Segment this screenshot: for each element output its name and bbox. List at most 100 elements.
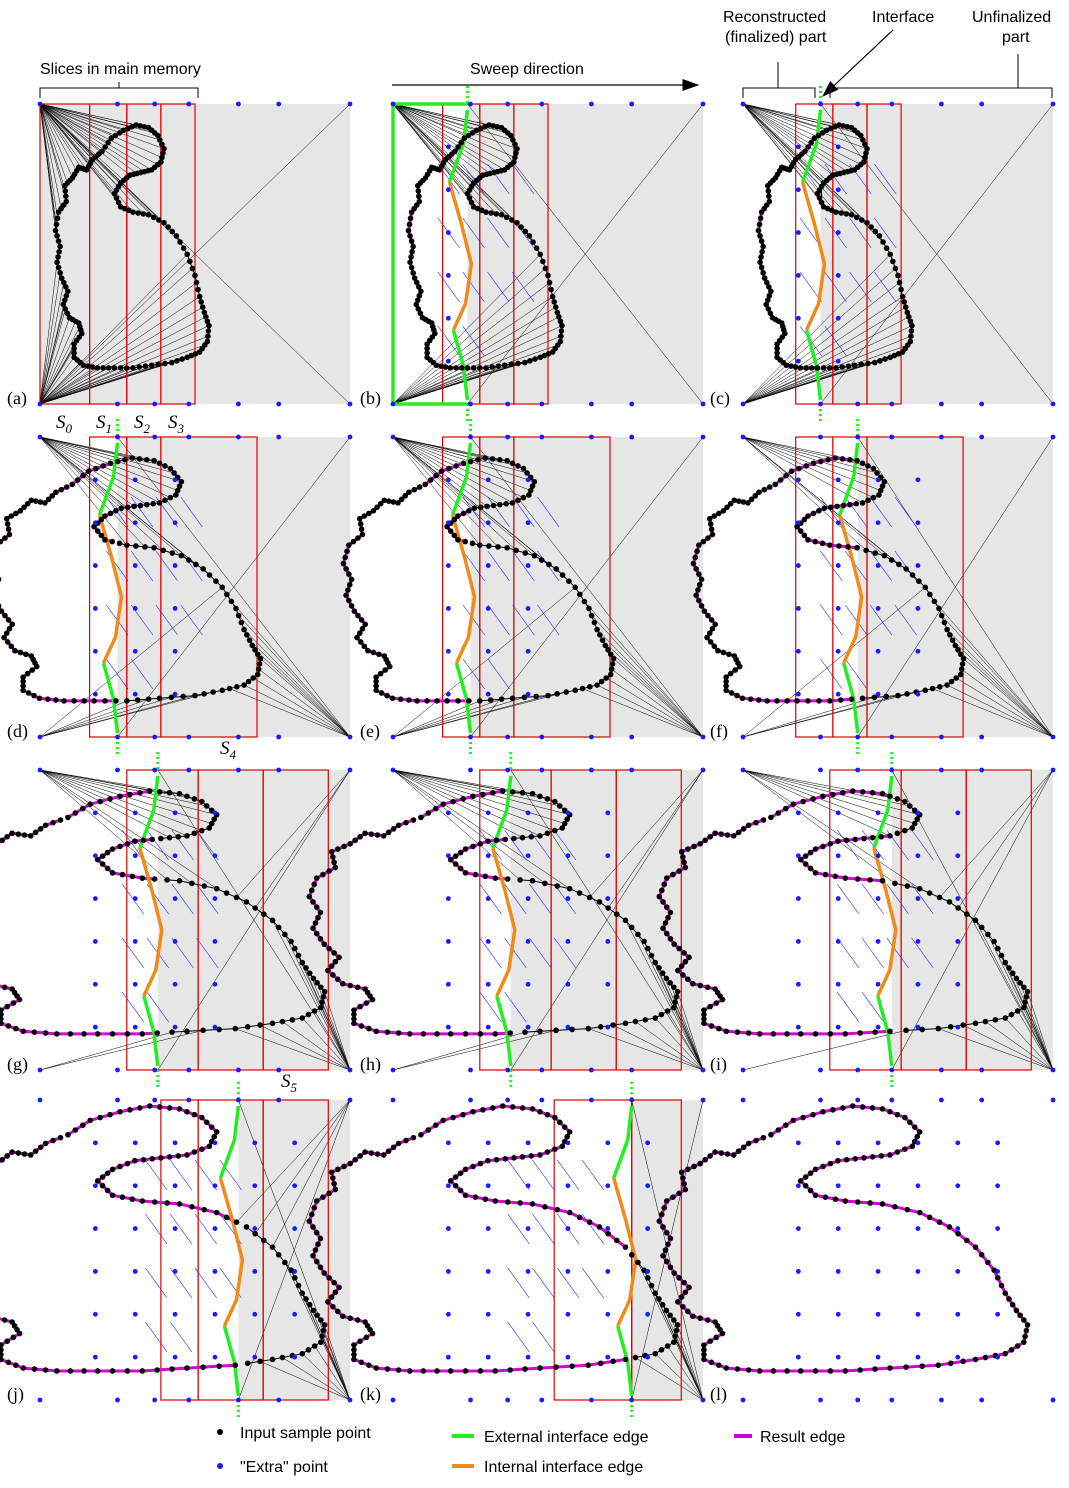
input-sample-point [596,1224,603,1230]
input-sample-point [0,1342,4,1348]
input-sample-point [331,1279,337,1286]
input-sample-point [707,1338,713,1344]
input-sample-point [490,789,496,796]
interface-label: Interface [872,9,934,26]
input-sample-point [9,621,16,628]
input-sample-point [305,1011,312,1018]
extra-point [605,981,611,987]
input-sample-point [664,1343,671,1349]
mesh-edge [39,103,56,231]
input-sample-point [328,1294,335,1300]
extra-point [152,434,158,440]
extra-point [875,1311,881,1317]
input-sample-point [537,833,543,839]
input-sample-point [509,500,516,506]
input-sample-point [659,970,666,976]
input-sample-point [872,550,879,556]
input-sample-point [114,458,121,465]
input-sample-point [660,899,666,905]
input-sample-point [528,833,535,840]
input-sample-point [335,1166,341,1173]
extra-point [485,606,491,611]
input-sample-point [896,561,902,568]
extra-point [172,810,178,816]
input-sample-point [671,1317,677,1323]
input-sample-point [460,460,467,467]
input-sample-point [515,360,521,367]
extra-point [132,981,138,987]
input-sample-point [305,1347,312,1353]
extra-point [212,1269,218,1274]
input-sample-point [350,538,357,545]
extra-point [565,896,571,901]
input-sample-point [822,871,829,878]
slice-label-s0: S0 [56,412,73,436]
input-sample-point [820,1108,826,1115]
input-sample-point [102,513,108,519]
input-sample-point [916,1209,923,1216]
input-sample-point [681,950,687,956]
input-sample-point [734,692,740,699]
input-sample-point [344,548,350,555]
input-sample-point [351,1016,357,1022]
extra-point [835,939,841,944]
input-sample-point [760,270,766,276]
input-sample-point [142,544,148,550]
input-sample-point [313,904,320,910]
extra-point [915,896,921,901]
input-sample-point [794,698,800,704]
mesh-edge [39,325,210,405]
input-sample-point [816,195,823,201]
input-sample-point [497,501,503,508]
input-sample-point [162,497,168,504]
input-sample-point [389,695,396,702]
input-sample-point [594,626,600,633]
input-sample-point [628,924,635,931]
input-sample-point [519,834,526,841]
input-sample-point [424,350,430,356]
input-sample-point [712,1149,718,1155]
input-sample-point [766,484,773,490]
extra-point [818,734,823,740]
input-sample-point [313,1258,320,1265]
extra-point [252,1140,258,1146]
input-sample-point [701,1016,707,1022]
extra-point [186,101,192,107]
input-sample-point [691,843,697,850]
internal-interface-edge [447,181,474,331]
input-sample-point [887,1365,893,1371]
extra-point [172,648,178,654]
extra-point [855,767,861,773]
extra-point [955,1140,961,1146]
input-sample-point [607,651,614,658]
extra-point [212,810,218,816]
extra-mesh-edge [820,658,843,690]
input-sample-point [330,972,336,978]
input-sample-point [289,1017,296,1023]
input-sample-point [382,667,389,673]
input-sample-point [586,1219,593,1225]
input-sample-point [546,561,552,568]
input-sample-point [610,1358,616,1365]
input-sample-point [868,224,874,230]
input-sample-point [904,309,911,316]
input-sample-point [556,314,562,320]
extra-point [92,981,98,987]
mesh-edge [39,321,76,405]
extra-point [525,1024,531,1030]
input-sample-point [532,356,538,362]
legend-result-edge: Result edge [760,1429,845,1446]
input-sample-point [376,651,382,658]
input-sample-point [151,544,157,551]
extra-point [875,1183,881,1189]
slice-label-s3: S3 [168,412,185,436]
input-sample-point [403,819,409,826]
input-sample-point [671,1339,677,1345]
extra-point [605,1024,611,1030]
mesh-edge [39,103,87,171]
input-sample-point [730,833,737,839]
input-sample-point [871,694,878,701]
input-sample-point [173,233,180,239]
input-sample-point [1021,1339,1027,1345]
input-sample-point [605,905,611,911]
